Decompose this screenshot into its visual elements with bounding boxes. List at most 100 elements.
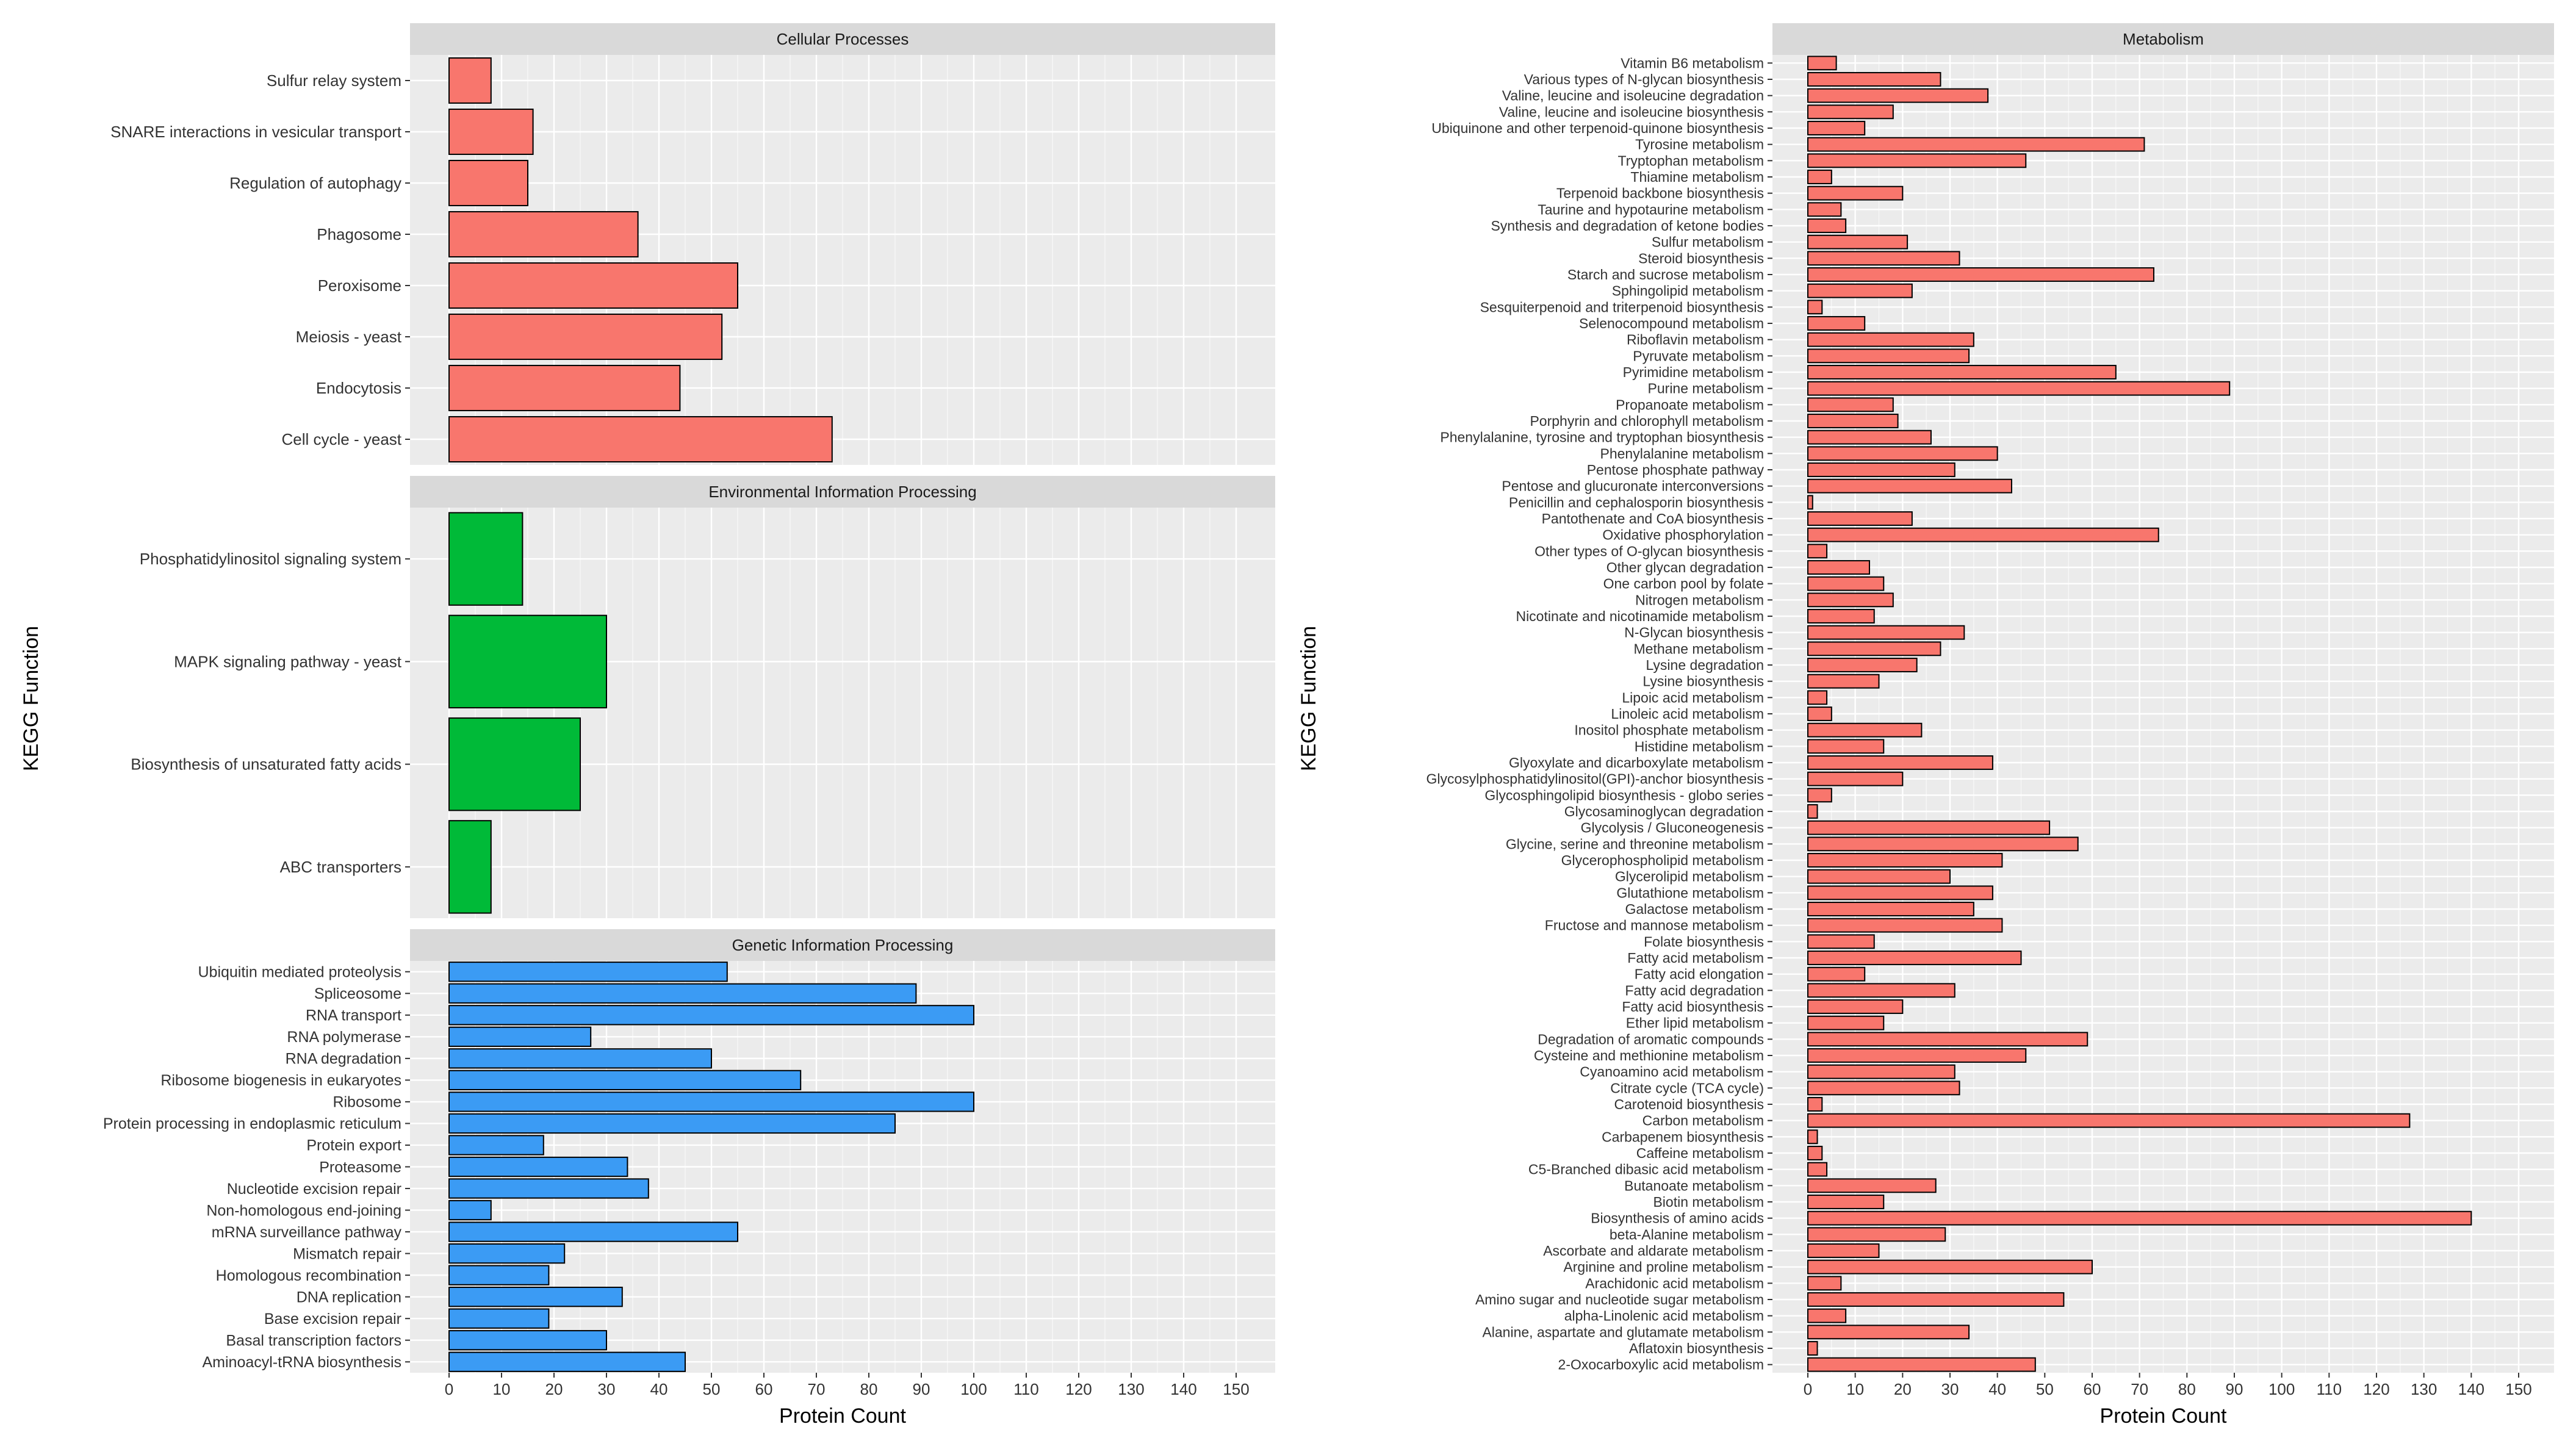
bar: [1807, 283, 1913, 298]
bar: [1807, 527, 2159, 542]
bar: [1807, 1357, 2036, 1372]
category-label: Glycerolipid metabolism: [1615, 869, 1764, 885]
x-tick-label: 40: [650, 1380, 668, 1398]
bar: [1807, 674, 1880, 689]
bar: [1807, 771, 1904, 786]
bar: [1807, 1325, 1970, 1340]
bar: [1807, 706, 1832, 721]
category-label: Pyrimidine metabolism: [1623, 364, 1764, 380]
bar: [1807, 788, 1832, 803]
bar: [448, 1351, 686, 1372]
x-tick-label: 70: [808, 1380, 826, 1398]
bar: [1807, 885, 1993, 901]
bar: [448, 1005, 974, 1026]
x-tick-label: 80: [2178, 1380, 2196, 1398]
bar: [448, 614, 607, 709]
x-tick-label: 20: [545, 1380, 563, 1398]
category-label: Base excision repair: [264, 1310, 401, 1328]
category-label: Nucleotide excision repair: [227, 1181, 401, 1198]
bar: [448, 57, 492, 104]
bar: [448, 211, 639, 257]
category-label: N-Glycan biosynthesis: [1624, 625, 1764, 641]
x-tick-label: 150: [1223, 1380, 1249, 1398]
bar: [1807, 234, 1909, 250]
bar: [1807, 300, 1823, 315]
facet-title: Metabolism: [2123, 30, 2204, 48]
category-label: ABC transporters: [280, 858, 401, 876]
bar: [1807, 1341, 1818, 1356]
bar: [1807, 1210, 2472, 1226]
category-label: Methane metabolism: [1634, 641, 1765, 656]
category-label: Peroxisome: [318, 276, 401, 295]
bar: [448, 1287, 623, 1307]
category-label: SNARE interactions in vesicular transpor…: [110, 123, 402, 141]
bar: [448, 1113, 896, 1134]
bar: [1807, 592, 1894, 608]
bar: [1807, 853, 2003, 868]
x-tick-label: 10: [493, 1380, 511, 1398]
bar: [1807, 316, 1866, 331]
bar: [448, 160, 528, 206]
category-label: Homologous recombination: [216, 1267, 401, 1284]
bar: [448, 1026, 592, 1047]
category-label: Ribosome: [333, 1094, 401, 1111]
category-label: Aminoacyl-tRNA biosynthesis: [202, 1354, 401, 1371]
bar: [1807, 348, 1970, 364]
bar: [448, 1156, 628, 1177]
category-label: Ether lipid metabolism: [1626, 1015, 1764, 1031]
category-label: Vitamin B6 metabolism: [1621, 55, 1764, 71]
bar: [1807, 544, 1828, 559]
bar: [1807, 251, 1960, 266]
bar: [1807, 820, 2051, 835]
panel-2: Genetic Information Processing Ubiquitin …: [103, 929, 1275, 1373]
bar: [1807, 951, 2022, 965]
x-tick-label: 60: [2084, 1380, 2101, 1398]
x-axis-right: 0 10 20 30 40 50 60 70 80 90 100 110 120 130 140 150 Pro…: [1804, 1373, 2532, 1428]
bar: [1807, 609, 1875, 624]
category-label: Spliceosome: [314, 985, 401, 1002]
bar: [1807, 104, 1894, 120]
bar: [1807, 1227, 1946, 1242]
category-label: Selenocompound metabolism: [1579, 315, 1764, 331]
x-tick-label: 120: [2363, 1380, 2389, 1398]
bar: [1807, 511, 1913, 526]
bar: [1807, 1015, 1885, 1030]
bar: [1807, 56, 1837, 71]
bar: [448, 1330, 607, 1351]
category-label: Riboflavin metabolism: [1627, 332, 1764, 348]
bar: [1807, 625, 1965, 640]
category-label: Amino sugar and nucleotide sugar metabol…: [1475, 1292, 1764, 1307]
category-label: Pentose and glucuronate interconversions: [1502, 478, 1764, 494]
category-label: Protein export: [306, 1137, 401, 1154]
category-label: C5-Branched dibasic acid metabolism: [1528, 1162, 1764, 1177]
category-label: Ribosome biogenesis in eukaryotes: [160, 1072, 401, 1089]
category-label: Proteasome: [319, 1159, 401, 1176]
category-label: Protein processing in endoplasmic reticu…: [103, 1115, 401, 1132]
category-label: Linoleic acid metabolism: [1611, 706, 1764, 722]
x-tick-label: 140: [2458, 1380, 2484, 1398]
x-tick-label: 60: [755, 1380, 773, 1398]
category-label: Ascorbate and aldarate metabolism: [1543, 1243, 1764, 1259]
bar: [448, 314, 723, 360]
bar: [1807, 999, 1904, 1014]
bar: [1807, 1162, 1828, 1177]
category-label: Carbon metabolism: [1642, 1113, 1764, 1129]
panel-1: Environmental Information Processing Phos…: [131, 476, 1275, 918]
category-label: Glycerophospholipid metabolism: [1561, 852, 1764, 868]
bar: [1807, 414, 1899, 428]
category-label: Fatty acid metabolism: [1627, 950, 1764, 966]
bar: [1807, 462, 1955, 477]
category-label: Purine metabolism: [1648, 381, 1764, 397]
category-label: Sulfur metabolism: [1652, 234, 1764, 250]
x-axis-left: 0 10 20 30 40 50 60 70 80 90 100 110 120 130 140 150 Pro…: [445, 1373, 1250, 1428]
category-label: Endocytosis: [316, 379, 401, 397]
category-label: Lysine degradation: [1646, 657, 1764, 673]
category-label: Nicotinate and nicotinamide metabolism: [1516, 608, 1764, 624]
category-label: Alanine, aspartate and glutamate metabol…: [1482, 1324, 1764, 1340]
category-label: Mismatch repair: [293, 1245, 401, 1262]
category-label: Nitrogen metabolism: [1635, 592, 1764, 608]
category-label: Degradation of aromatic compounds: [1538, 1031, 1764, 1047]
facet-strip: [410, 476, 1275, 508]
category-label: DNA replication: [297, 1289, 401, 1306]
category-label: Various types of N-glycan biosynthesis: [1524, 71, 1764, 87]
